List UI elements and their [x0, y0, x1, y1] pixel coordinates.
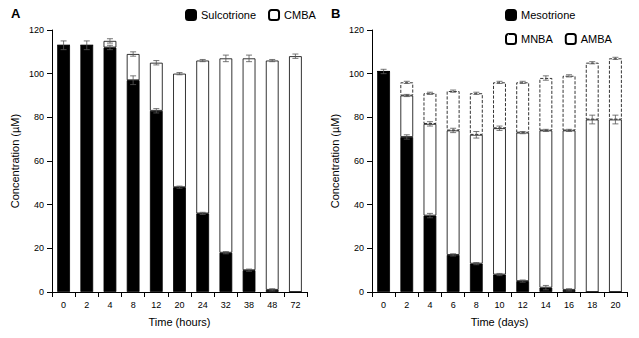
- svg-text:80: 80: [34, 112, 44, 122]
- svg-text:8: 8: [474, 300, 479, 310]
- svg-text:Concentration (µM): Concentration (µM): [9, 114, 21, 208]
- svg-text:120: 120: [29, 25, 44, 35]
- svg-text:MNBA: MNBA: [521, 33, 553, 45]
- svg-text:0: 0: [39, 287, 44, 297]
- svg-text:20: 20: [174, 300, 184, 310]
- svg-text:Time (days): Time (days): [471, 316, 529, 328]
- svg-text:32: 32: [221, 300, 231, 310]
- svg-text:CMBA: CMBA: [284, 9, 316, 21]
- svg-text:2: 2: [404, 300, 409, 310]
- svg-text:100: 100: [29, 69, 44, 79]
- svg-text:8: 8: [131, 300, 136, 310]
- svg-text:0: 0: [61, 300, 66, 310]
- svg-text:120: 120: [349, 25, 364, 35]
- svg-text:10: 10: [494, 300, 504, 310]
- svg-text:80: 80: [354, 112, 364, 122]
- svg-text:B: B: [331, 6, 340, 21]
- svg-text:0: 0: [381, 300, 386, 310]
- svg-text:4: 4: [427, 300, 432, 310]
- svg-text:4: 4: [107, 300, 112, 310]
- svg-text:40: 40: [354, 200, 364, 210]
- svg-text:24: 24: [198, 300, 208, 310]
- svg-text:2: 2: [84, 300, 89, 310]
- svg-text:AMBA: AMBA: [581, 33, 613, 45]
- svg-text:6: 6: [451, 300, 456, 310]
- svg-text:20: 20: [610, 300, 620, 310]
- svg-text:Concentration (µM): Concentration (µM): [329, 114, 341, 208]
- svg-text:0: 0: [359, 287, 364, 297]
- svg-text:Mesotrione: Mesotrione: [521, 9, 575, 21]
- svg-text:38: 38: [244, 300, 254, 310]
- svg-text:48: 48: [267, 300, 277, 310]
- svg-text:60: 60: [34, 156, 44, 166]
- svg-text:20: 20: [34, 243, 44, 253]
- svg-text:72: 72: [290, 300, 300, 310]
- svg-text:12: 12: [151, 300, 161, 310]
- svg-text:18: 18: [587, 300, 597, 310]
- svg-text:100: 100: [349, 69, 364, 79]
- svg-text:14: 14: [541, 300, 551, 310]
- svg-text:60: 60: [354, 156, 364, 166]
- svg-text:20: 20: [354, 243, 364, 253]
- svg-text:40: 40: [34, 200, 44, 210]
- svg-text:A: A: [11, 6, 21, 21]
- svg-text:16: 16: [564, 300, 574, 310]
- svg-text:12: 12: [518, 300, 528, 310]
- svg-text:Sulcotrione: Sulcotrione: [201, 9, 256, 21]
- svg-text:Time (hours): Time (hours): [149, 316, 211, 328]
